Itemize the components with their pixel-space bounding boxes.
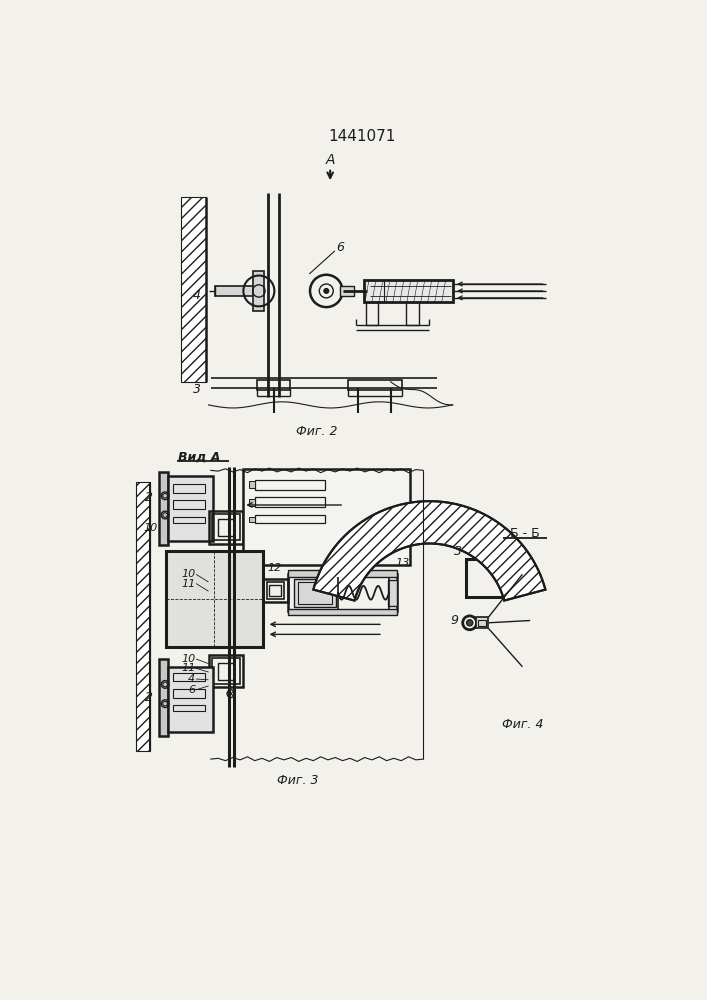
Circle shape: [467, 620, 473, 626]
Text: 1441071: 1441071: [328, 129, 396, 144]
Bar: [387, 580, 397, 606]
Bar: [288, 570, 397, 577]
Bar: [209, 511, 243, 544]
Bar: [173, 689, 206, 698]
Text: 9: 9: [450, 614, 458, 627]
Bar: [166, 551, 263, 647]
Text: 3: 3: [454, 545, 462, 558]
Bar: [466, 559, 506, 597]
Bar: [212, 658, 240, 684]
Bar: [257, 380, 290, 389]
Bar: [173, 705, 206, 711]
Bar: [348, 380, 402, 389]
Bar: [288, 574, 397, 611]
Bar: [478, 620, 486, 626]
Bar: [173, 517, 206, 523]
Bar: [249, 517, 255, 522]
Bar: [298, 582, 332, 604]
Bar: [249, 499, 255, 506]
Text: 4: 4: [188, 674, 195, 684]
Bar: [340, 286, 354, 296]
Bar: [136, 482, 151, 751]
Text: Фиг. 4: Фиг. 4: [502, 718, 543, 731]
Text: Вид A: Вид A: [178, 451, 221, 464]
Text: 10: 10: [144, 523, 158, 533]
Bar: [218, 519, 234, 536]
Text: 2: 2: [145, 491, 153, 504]
Bar: [255, 480, 325, 490]
Text: A: A: [325, 153, 335, 167]
Bar: [253, 271, 264, 311]
Text: 11: 11: [181, 663, 195, 673]
Text: Фиг. 3: Фиг. 3: [277, 774, 318, 787]
Polygon shape: [313, 501, 545, 601]
Circle shape: [324, 289, 329, 293]
Text: 13: 13: [395, 558, 409, 568]
Bar: [209, 655, 243, 687]
Bar: [476, 617, 489, 628]
Bar: [159, 472, 168, 545]
Bar: [168, 667, 213, 732]
Bar: [243, 469, 410, 565]
Bar: [173, 673, 206, 681]
Text: Б - Б: Б - Б: [510, 527, 539, 540]
Bar: [406, 302, 419, 325]
Text: 6: 6: [188, 685, 195, 695]
Bar: [212, 514, 240, 540]
Bar: [249, 481, 255, 488]
Bar: [255, 515, 325, 523]
Text: 11: 11: [181, 579, 195, 589]
Text: 6: 6: [337, 241, 344, 254]
Bar: [173, 500, 206, 509]
Bar: [288, 609, 397, 615]
Bar: [168, 476, 213, 541]
Text: 2: 2: [145, 691, 153, 704]
Bar: [263, 579, 288, 602]
Bar: [218, 663, 234, 680]
Text: 4: 4: [193, 289, 201, 302]
Bar: [363, 280, 452, 302]
Bar: [267, 582, 284, 599]
Text: 10: 10: [181, 654, 195, 664]
Bar: [255, 497, 325, 507]
Bar: [366, 302, 378, 325]
Bar: [182, 197, 206, 382]
Text: 12: 12: [267, 563, 281, 573]
Bar: [269, 585, 281, 596]
Text: 3: 3: [193, 383, 201, 396]
Bar: [173, 484, 206, 493]
Text: 10: 10: [181, 569, 195, 579]
Bar: [215, 286, 258, 296]
Bar: [159, 659, 168, 736]
Text: Фиг. 2: Фиг. 2: [296, 425, 338, 438]
Bar: [293, 579, 337, 607]
